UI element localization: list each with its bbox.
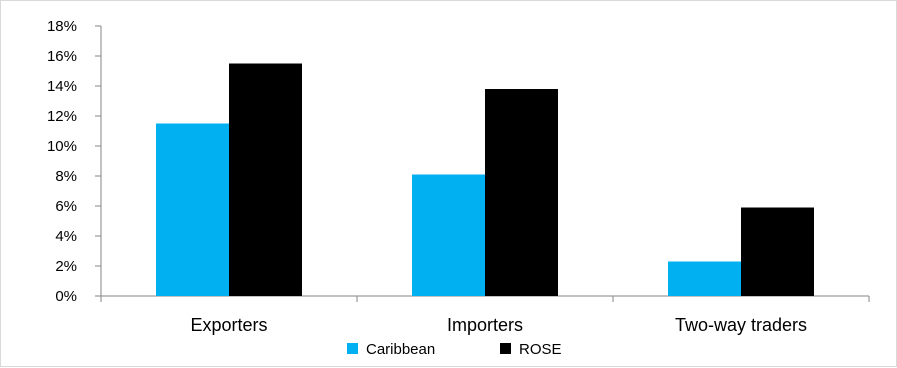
legend-label-caribbean: Caribbean bbox=[366, 341, 435, 358]
y-axis: 0% 2% 4% 6% 8% 10% 12% 14% 16% 18% bbox=[47, 18, 102, 305]
bar-caribbean-importers bbox=[412, 174, 485, 296]
legend-swatch-rose bbox=[500, 343, 511, 354]
y-tick-label: 16% bbox=[47, 48, 77, 65]
y-tick-label: 12% bbox=[47, 108, 77, 125]
y-tick-label: 6% bbox=[55, 198, 77, 215]
y-tick-label: 18% bbox=[47, 18, 77, 35]
y-tick-label: 0% bbox=[55, 288, 77, 305]
x-category-label: Importers bbox=[447, 315, 523, 335]
legend: Caribbean ROSE bbox=[347, 341, 562, 358]
x-category-label: Exporters bbox=[190, 315, 267, 335]
bar-rose-two-way-traders bbox=[741, 207, 814, 296]
y-tick-label: 2% bbox=[55, 258, 77, 275]
y-tick-label: 8% bbox=[55, 168, 77, 185]
legend-swatch-caribbean bbox=[347, 343, 358, 354]
x-category-label: Two-way traders bbox=[675, 315, 807, 335]
x-axis: Exporters Importers Two-way traders bbox=[100, 295, 870, 335]
y-tick-label: 10% bbox=[47, 138, 77, 155]
bars bbox=[156, 63, 814, 296]
bar-rose-importers bbox=[485, 89, 558, 296]
y-tick-label: 4% bbox=[55, 228, 77, 245]
legend-label-rose: ROSE bbox=[519, 341, 562, 358]
bar-caribbean-exporters bbox=[156, 123, 229, 296]
bar-rose-exporters bbox=[229, 63, 302, 296]
y-tick-label: 14% bbox=[47, 78, 77, 95]
bar-caribbean-two-way-traders bbox=[668, 261, 741, 296]
